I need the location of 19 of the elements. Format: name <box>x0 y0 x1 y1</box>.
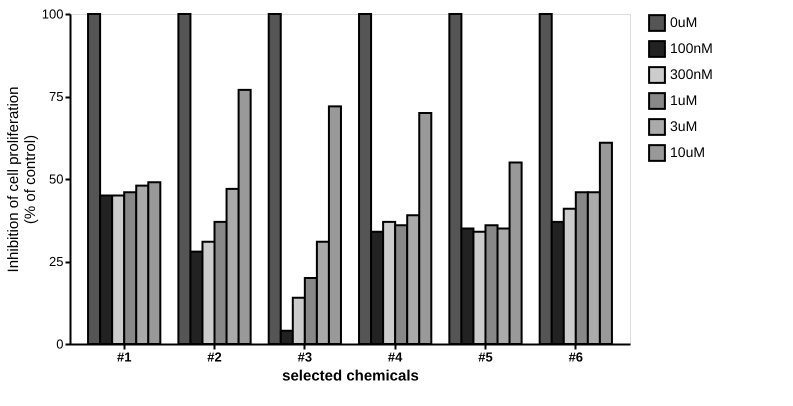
y-tick-label: 25 <box>49 254 64 269</box>
x-tick-label: #3 <box>298 350 312 364</box>
legend-label: 10uM <box>670 144 706 160</box>
y-tick-label: 75 <box>49 89 64 104</box>
x-tick-label: #5 <box>478 350 493 364</box>
legend-label: 0uM <box>670 14 698 30</box>
y-axis-title: Inhibition of cell proliferation (% of control) <box>4 86 39 272</box>
x-axis-title: selected chemicals <box>282 368 419 384</box>
x-tick-label: #1 <box>116 350 132 364</box>
y-tick-label: 100 <box>42 6 64 22</box>
y-tick-label: 0 <box>56 336 64 352</box>
legend-label: 1uM <box>670 92 698 108</box>
legend-label: 100nM <box>670 40 713 56</box>
x-tick-label: #2 <box>207 350 222 364</box>
x-tick-label: #4 <box>388 350 404 364</box>
legend-label: 3uM <box>670 118 698 134</box>
legend-label: 300nM <box>670 66 713 82</box>
y-tick-label: 50 <box>49 172 64 186</box>
x-tick-label: #6 <box>568 350 584 364</box>
